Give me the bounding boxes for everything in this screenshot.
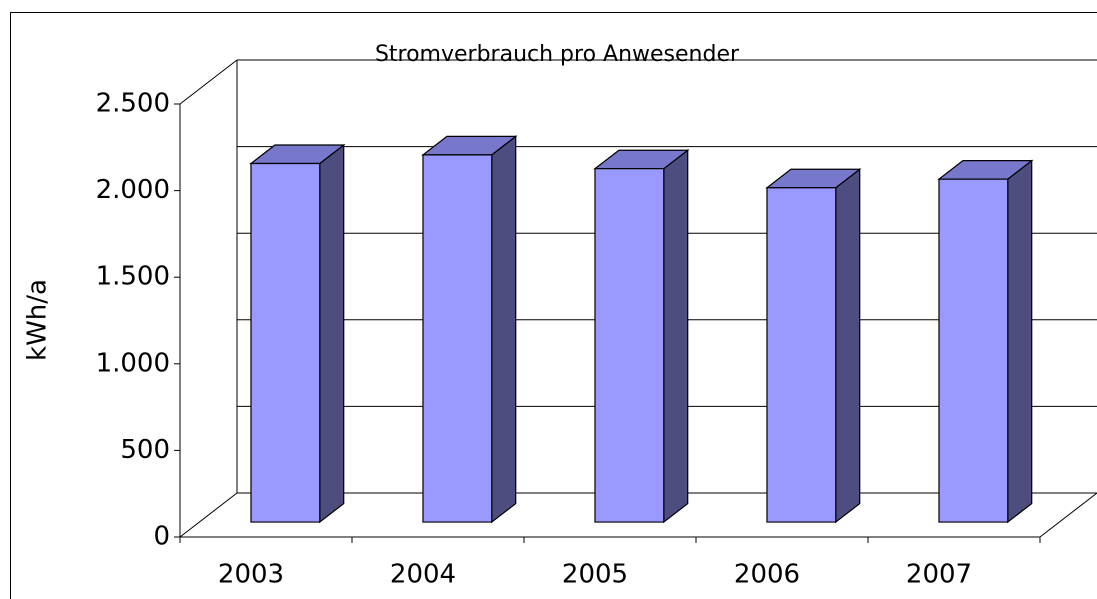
y-tick-label: 2.000 <box>96 175 170 205</box>
floor-edge <box>1039 492 1097 538</box>
chart-title: Stromverbrauch pro Anwesender <box>375 42 740 67</box>
bar <box>593 149 690 524</box>
chart-border <box>10 12 1097 599</box>
bar-side <box>663 149 689 524</box>
bar-front <box>594 168 665 523</box>
bar-side <box>1007 159 1033 524</box>
wall-edge <box>179 492 238 538</box>
bar <box>421 135 518 524</box>
bar-side <box>835 168 861 524</box>
y-tick-label: 1.500 <box>96 262 170 292</box>
bar-front <box>250 162 321 523</box>
x-tick-label: 2003 <box>218 560 284 590</box>
x-tick-label: 2004 <box>390 560 456 590</box>
bar-front <box>938 178 1009 523</box>
bar <box>765 168 862 524</box>
x-tick-label: 2006 <box>734 560 800 590</box>
bar-front <box>422 154 493 523</box>
y-tick-label: 500 <box>120 435 170 465</box>
y-tick-label: 1.000 <box>96 348 170 378</box>
y-tick-label: 2.500 <box>96 89 170 119</box>
bar-front <box>766 187 837 523</box>
x-tick-label: 2007 <box>906 560 972 590</box>
y-axis-label: kWh/a <box>23 279 53 361</box>
wall-edge <box>179 59 238 105</box>
bar-side <box>491 135 517 524</box>
bar-side <box>319 143 345 524</box>
x-tick-label: 2005 <box>562 560 628 590</box>
bar <box>937 159 1034 524</box>
bar <box>249 143 346 524</box>
y-tick-label: 0 <box>153 522 170 552</box>
